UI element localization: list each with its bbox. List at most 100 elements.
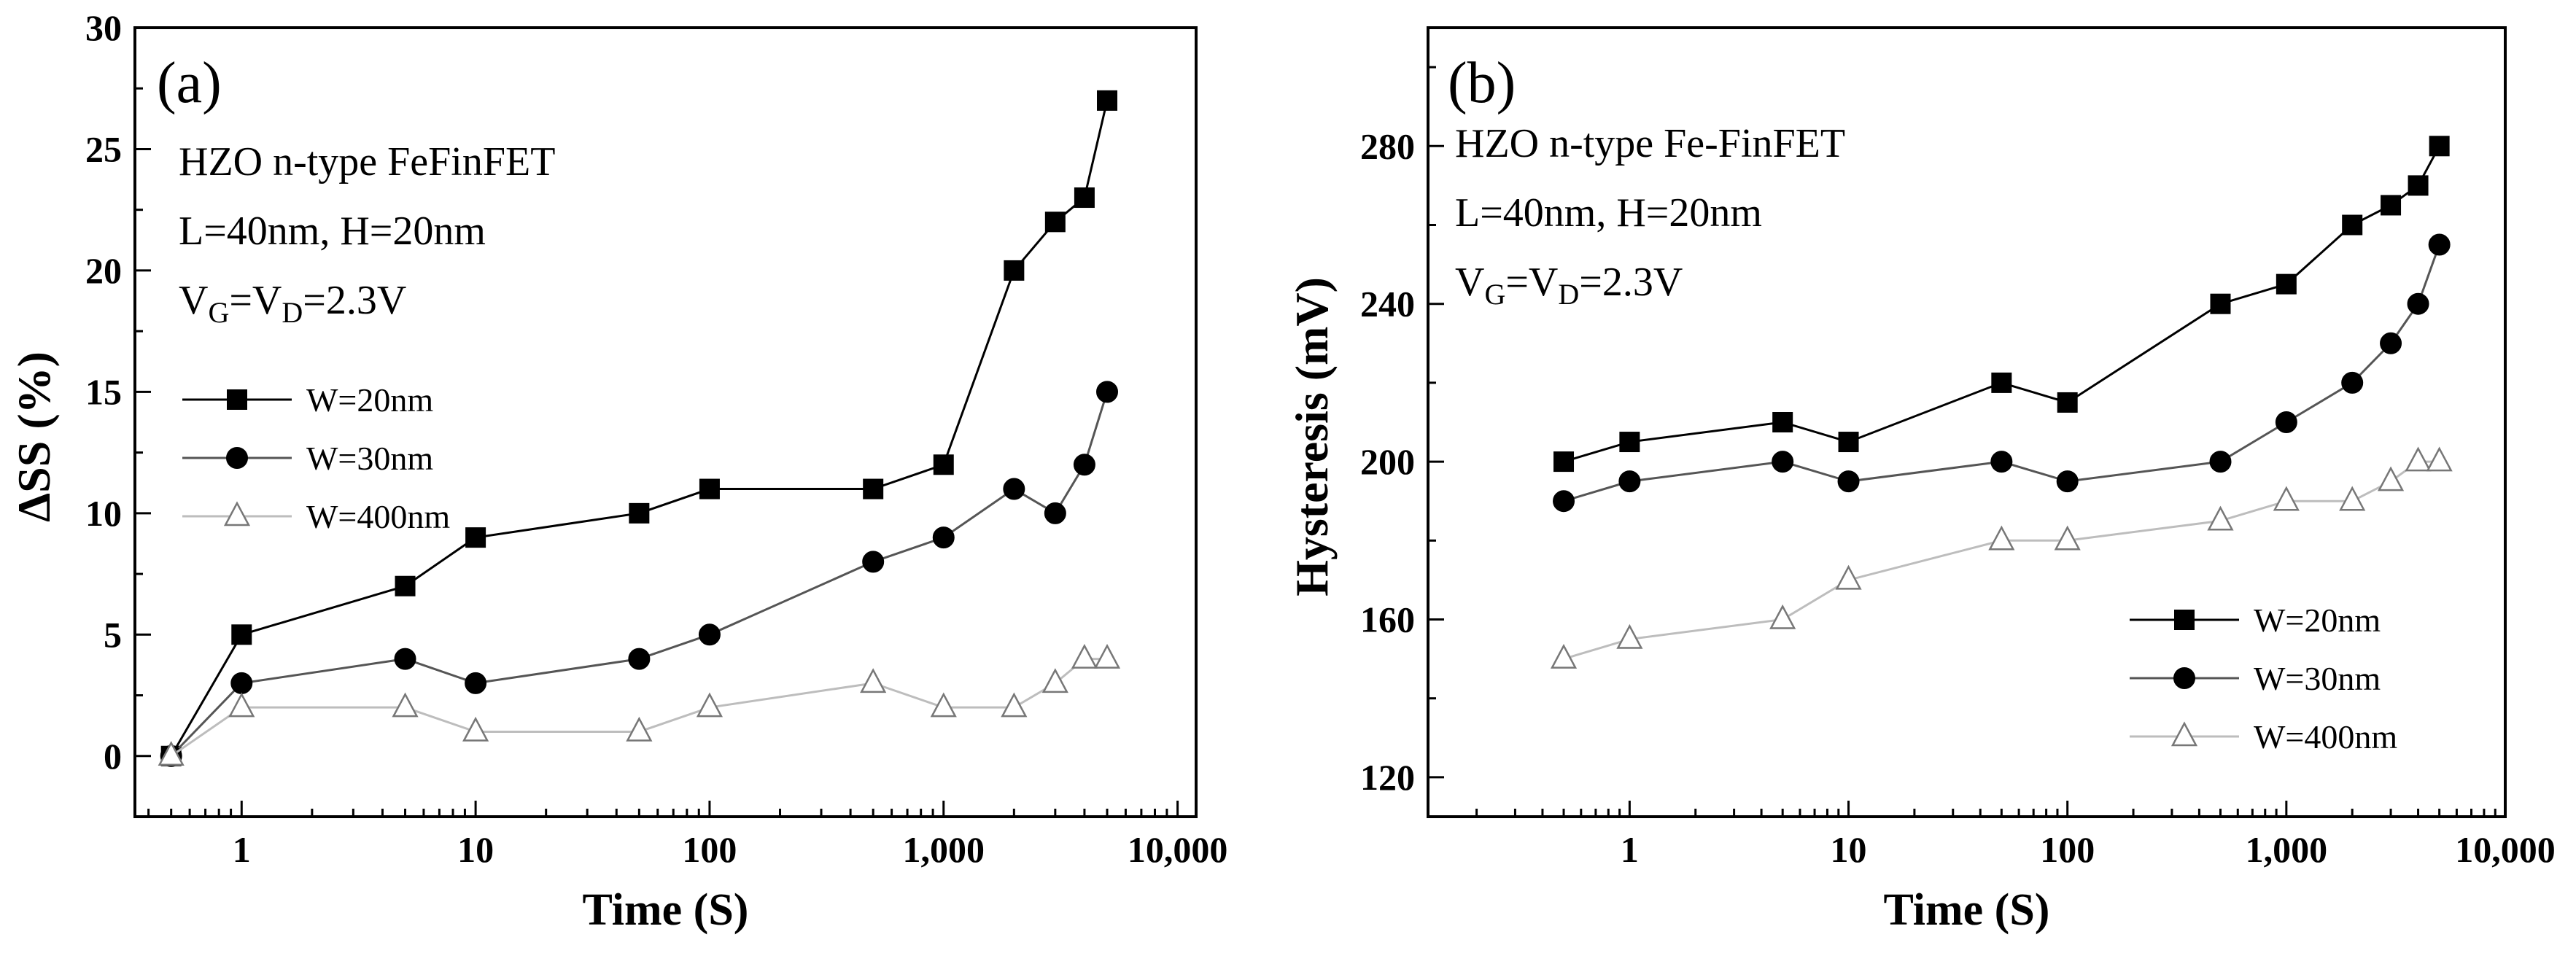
data-point [465,527,486,548]
data-point [2428,233,2451,256]
annotation-line: L=40nm, H=20nm [179,209,486,254]
data-point [1096,381,1119,403]
annotation-line: HZO n-type FeFinFET [179,139,555,184]
chart-panel-b: 1 10 100 1,000 10,000 120 160 200 240 280 Time (S)… [1286,26,2556,935]
data-point [2054,525,2081,551]
data-point [1071,643,1098,669]
data-point [1044,502,1066,524]
y-axis-label: ΔSS (%) [8,351,60,522]
annotation-text: V [179,278,208,323]
data-point [626,716,653,742]
data-point [698,623,721,646]
annotation-text: V [1455,260,1484,305]
data-point [1990,451,2013,473]
data-point [696,692,723,718]
panel-label: (a) [157,51,222,115]
y-tick-label: 25 [85,128,122,169]
data-point [1044,211,1066,233]
series-W=20nm [1553,136,2450,473]
data-point [1619,432,1640,453]
data-point [1553,451,1575,473]
data-point [2056,470,2079,493]
data-point [1553,490,1575,513]
legend-label: W=30nm [306,440,433,477]
data-point [1618,470,1641,493]
x-axis-label: Time (S) [583,885,749,935]
legend-label: W=30nm [2254,660,2381,697]
data-point [2275,411,2297,433]
chart-panel-a: 1 10 100 1,000 10,000 0 5 10 15 20 25 30 Time (S) ΔSS… [8,7,1227,935]
data-point [1769,604,1796,629]
data-point [1616,623,1643,649]
data-point [1074,187,1095,209]
data-point [228,692,255,718]
x-tick-label: 100 [2040,829,2095,870]
data-point [2380,332,2402,354]
data-point [863,478,884,500]
legend-label: W=20nm [2254,602,2381,639]
data-point [860,668,887,693]
data-point [2377,466,2405,491]
data-point [158,741,185,766]
annotation-line: VG=VD=2.3V [179,278,406,329]
x-tick-label: 1 [1621,829,1639,870]
data-point [1550,643,1578,669]
data-point [2342,214,2363,236]
data-point [2405,446,2432,472]
data-point [628,648,651,670]
data-point [1003,478,1025,500]
legend: W=20nm W=30nm W=400nm [182,381,450,535]
data-point [2276,273,2297,295]
data-point [1001,692,1028,718]
data-point [2407,292,2429,315]
y-tick-label: 240 [1360,284,1415,324]
legend-label: W=400nm [306,498,450,535]
y-tick-label: 120 [1360,757,1415,798]
y-tick-label: 15 [85,371,122,412]
data-point [2429,136,2450,157]
annotation-line: HZO n-type Fe-FinFET [1455,121,1845,166]
annotation-subscript: D [282,296,303,329]
data-point [1988,525,2015,551]
x-tick-label: 10 [457,829,494,870]
data-point [862,551,885,573]
legend-label: W=400nm [2254,718,2397,755]
data-point [1838,432,1859,453]
x-tick-label: 100 [682,829,737,870]
data-point [2426,446,2453,472]
x-tick-label: 1 [233,829,251,870]
data-point [2408,175,2429,196]
data-point [2057,392,2078,413]
series-W=30nm [1553,233,2451,513]
data-point [699,478,720,500]
x-tick-label: 1,000 [2246,829,2328,870]
data-point [932,526,955,549]
data-point [933,454,954,475]
data-point [2341,371,2364,394]
data-point [2210,293,2231,314]
y-tick-label: 200 [1360,441,1415,482]
y-axis-label: Hysteresis (mV) [1286,277,1338,596]
annotation-text: =2.3V [1579,260,1683,305]
data-point [1772,412,1793,432]
legend-marker [227,389,247,410]
data-point [930,692,957,718]
data-point [1073,454,1095,476]
legend-marker [2173,667,2195,689]
y-tick-label: 20 [85,250,122,291]
series-W=400nm [1550,446,2453,669]
x-tick-label: 10,000 [2455,829,2556,870]
data-point [1835,564,1862,590]
panel-label: (b) [1448,51,1516,115]
data-point [1093,643,1121,669]
data-point [2381,195,2402,216]
legend-marker [2174,610,2195,630]
data-point [465,672,487,694]
y-tick-label: 30 [85,7,122,48]
y-tick-label: 160 [1360,599,1415,640]
data-point [230,672,253,694]
annotation-text: =2.3V [303,278,406,323]
x-axis-label: Time (S) [1884,885,2050,935]
data-point [629,502,650,524]
